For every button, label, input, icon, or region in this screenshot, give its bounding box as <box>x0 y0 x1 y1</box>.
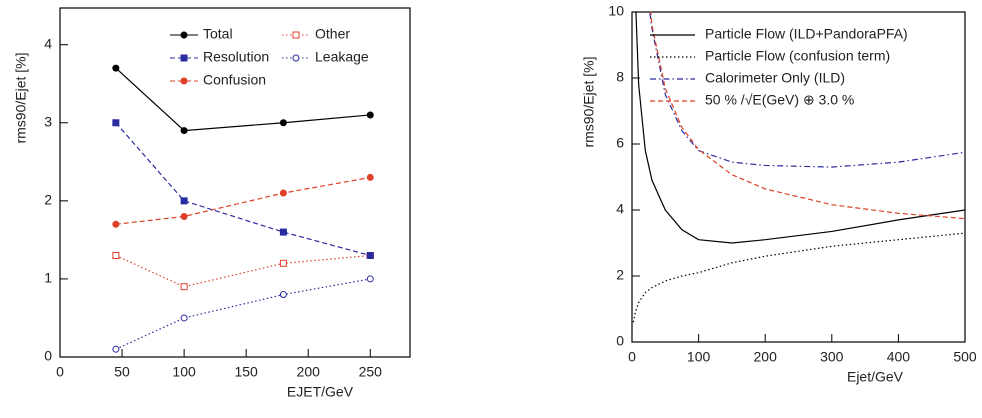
x-tick-label: 0 <box>56 364 64 380</box>
series-line <box>115 278 371 350</box>
series-line <box>115 176 371 225</box>
marker <box>180 314 188 322</box>
legend-marker <box>292 31 300 39</box>
series-line <box>115 67 371 132</box>
y-tick-label: 2 <box>44 192 52 208</box>
series-line <box>649 12 965 168</box>
legend-marker <box>180 54 188 62</box>
marker <box>279 228 287 236</box>
x-tick-label: 200 <box>754 349 778 365</box>
x-tick-label: 100 <box>172 364 196 380</box>
legend-label: Resolution <box>203 49 269 65</box>
x-tick-label: 250 <box>359 364 383 380</box>
y-tick-label: 2 <box>616 267 624 283</box>
x-tick-label: 150 <box>234 364 258 380</box>
x-tick-label: 300 <box>820 349 844 365</box>
y-tick-label: 3 <box>44 113 52 129</box>
marker <box>279 189 287 197</box>
legend-label: Confusion <box>203 72 266 88</box>
legend-marker <box>180 77 188 85</box>
y-tick-label: 0 <box>616 333 624 349</box>
legend-label: Particle Flow (confusion term) <box>705 48 890 64</box>
x-axis-label: EJET/GeV <box>287 384 354 400</box>
plot-area <box>632 12 965 323</box>
marker <box>279 291 287 299</box>
y-tick-label: 4 <box>44 35 52 51</box>
marker <box>112 119 120 127</box>
plot-frame <box>631 11 966 343</box>
x-tick-label: 0 <box>628 349 636 365</box>
legend-label: Leakage <box>315 49 369 65</box>
series-line <box>632 232 965 323</box>
legend-label: Other <box>315 26 350 42</box>
plot-frame <box>59 7 411 358</box>
marker <box>366 173 374 181</box>
y-axis-label: rms90/Ejet [%] <box>13 52 29 143</box>
marker <box>279 259 287 267</box>
marker <box>366 252 374 260</box>
marker <box>112 345 120 353</box>
y-axis-label: rms90/Ejet [%] <box>581 56 597 147</box>
series-line <box>650 12 965 220</box>
y-tick-label: 10 <box>608 3 624 19</box>
legend-label: Particle Flow (ILD+PandoraPFA) <box>705 26 908 42</box>
legend-marker <box>180 31 188 39</box>
series-line <box>115 254 371 288</box>
marker <box>112 220 120 228</box>
marker <box>112 252 120 260</box>
marker <box>279 119 287 127</box>
y-tick-label: 8 <box>616 69 624 85</box>
x-tick-label: 400 <box>887 349 911 365</box>
marker <box>180 283 188 291</box>
series-line <box>115 122 371 257</box>
plot-area <box>112 64 374 353</box>
legend-marker <box>292 54 300 62</box>
marker <box>112 64 120 72</box>
y-tick-label: 1 <box>44 270 52 286</box>
legend-label: Calorimeter Only (ILD) <box>705 70 845 86</box>
marker <box>180 127 188 135</box>
y-tick-label: 4 <box>616 201 624 217</box>
x-axis-label: Ejet/GeV <box>847 369 904 385</box>
y-tick-label: 6 <box>616 135 624 151</box>
marker <box>180 212 188 220</box>
x-tick-label: 100 <box>687 349 711 365</box>
y-tick-label: 0 <box>44 348 52 364</box>
x-tick-label: 500 <box>953 349 977 365</box>
x-tick-label: 200 <box>297 364 321 380</box>
legend-label: 50 % /√E(GeV) ⊕ 3.0 % <box>705 92 854 108</box>
marker <box>366 111 374 119</box>
marker <box>366 275 374 283</box>
marker <box>180 197 188 205</box>
legend-label: Total <box>203 26 233 42</box>
series-line <box>635 12 965 244</box>
x-tick-label: 50 <box>114 364 130 380</box>
